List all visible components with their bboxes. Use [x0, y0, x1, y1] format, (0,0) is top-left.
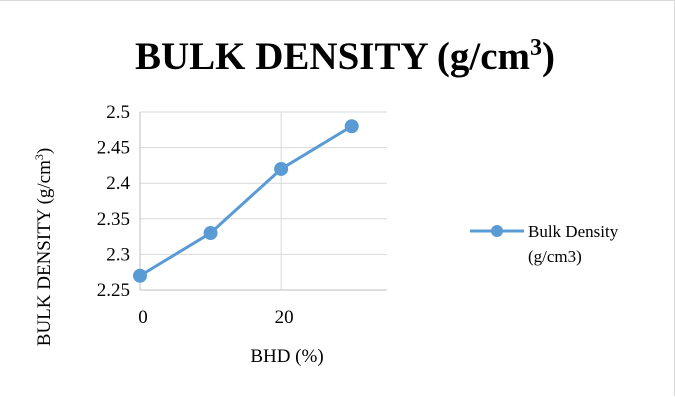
y-tick-label: 2.4: [106, 173, 130, 194]
y-tick-label: 2.3: [106, 244, 130, 265]
legend-label-line2: (g/cm3): [528, 247, 582, 266]
y-axis-label-main: BULK DENSITY (g/cm: [34, 160, 55, 346]
chart-title-close: ): [542, 35, 555, 78]
data-point: [344, 119, 359, 134]
y-tick-label: 2.5: [106, 102, 130, 123]
y-axis-label: BULK DENSITY (g/cm3): [32, 148, 55, 346]
legend-label: Bulk Density: [528, 222, 619, 241]
y-tick-labels: 2.25 2.3 2.35 2.4 2.45 2.5: [97, 102, 131, 301]
y-axis-label-superscript: 3: [32, 154, 46, 160]
legend: Bulk Density (g/cm3): [470, 222, 619, 266]
y-tick-label: 2.25: [97, 280, 130, 301]
series-layer: [133, 119, 359, 283]
data-point: [274, 161, 289, 176]
x-tick-label: 0: [138, 307, 148, 328]
data-point: [133, 268, 147, 283]
legend-point-marker: [491, 225, 503, 237]
x-tick-label: 20: [275, 307, 294, 328]
chart-title-superscript: 3: [530, 35, 542, 61]
chart-title-main: BULK DENSITY (g/cm: [135, 35, 530, 78]
y-axis-label-close: ): [34, 148, 55, 154]
gridlines: [140, 111, 387, 290]
axes: [139, 112, 387, 291]
y-tick-label: 2.45: [97, 138, 130, 159]
series-line: [139, 124, 353, 278]
y-tick-label: 2.35: [97, 209, 130, 230]
x-tick-labels: 0 20: [138, 307, 293, 328]
data-point: [203, 226, 218, 241]
chart-title: BULK DENSITY (g/cm3): [135, 35, 555, 78]
x-axis-label: BHD (%): [250, 346, 323, 367]
